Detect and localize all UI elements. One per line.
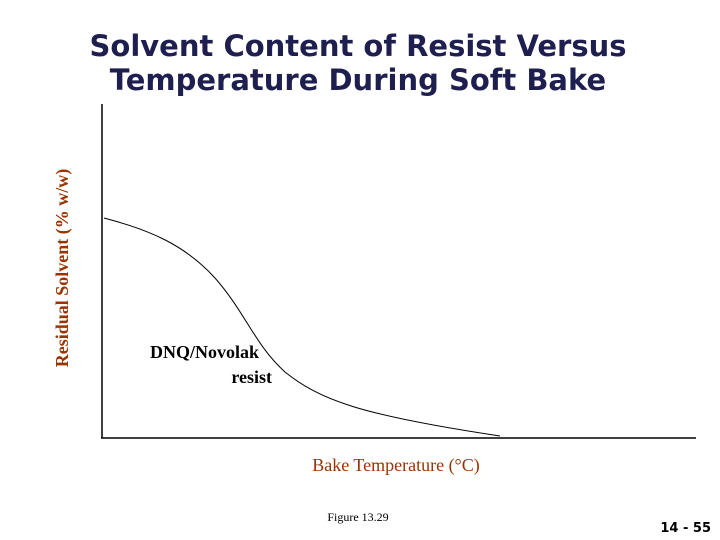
- y-axis-label: Residual Solvent (% w/w): [52, 169, 73, 368]
- page-number: 14 - 55: [660, 521, 711, 536]
- curve: [103, 217, 501, 437]
- figure-caption: Figure 13.29: [327, 510, 388, 524]
- x-axis-label: Bake Temperature (°C): [312, 455, 480, 476]
- title-line: Solvent Content of Resist Versus: [90, 29, 627, 63]
- curve-label: DNQ/Novolak: [150, 342, 259, 362]
- curve-label: resist: [231, 367, 272, 387]
- title-line: Temperature During Soft Bake: [110, 63, 606, 97]
